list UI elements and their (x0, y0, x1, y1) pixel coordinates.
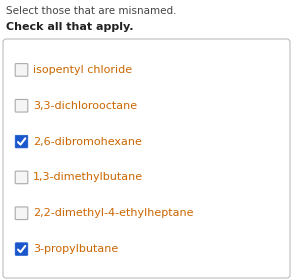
Text: Check all that apply.: Check all that apply. (6, 22, 134, 32)
FancyBboxPatch shape (3, 39, 290, 278)
Text: 2,2-dimethyl-4-ethylheptane: 2,2-dimethyl-4-ethylheptane (33, 208, 193, 218)
FancyBboxPatch shape (15, 99, 28, 112)
FancyBboxPatch shape (15, 243, 28, 255)
Text: Select those that are misnamed.: Select those that are misnamed. (6, 6, 176, 16)
Text: 3-propylbutane: 3-propylbutane (33, 244, 118, 254)
FancyBboxPatch shape (15, 207, 28, 220)
Text: isopentyl chloride: isopentyl chloride (33, 65, 132, 75)
Text: 1,3-dimethylbutane: 1,3-dimethylbutane (33, 172, 143, 182)
FancyBboxPatch shape (15, 64, 28, 76)
Text: 3,3-dichlorooctane: 3,3-dichlorooctane (33, 101, 137, 111)
FancyBboxPatch shape (15, 135, 28, 148)
FancyBboxPatch shape (15, 171, 28, 184)
Text: 2,6-dibromohexane: 2,6-dibromohexane (33, 137, 142, 146)
